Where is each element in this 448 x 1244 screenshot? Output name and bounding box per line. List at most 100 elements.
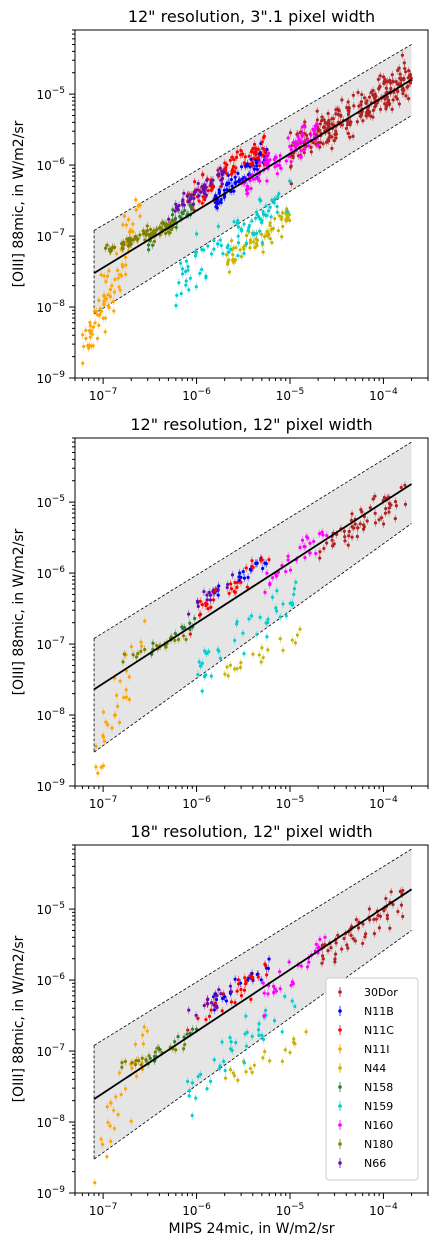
data-point [318,122,322,126]
data-point [262,1014,266,1018]
data-point [241,245,245,250]
data-point [287,960,291,964]
chart-panel-2: 10−7 10−6 10−5 10−4 10−9 10−8 10−7 10−6 10−5 12" … [11,415,429,811]
data-point [145,1029,149,1033]
data-point [254,216,258,220]
data-point [256,1028,261,1032]
data-point [250,1034,254,1038]
data-point [350,535,354,539]
data-point [406,97,411,101]
data-point [292,587,297,591]
envelope-band [94,442,412,753]
series-N66 [187,982,234,1020]
data-point [113,277,117,282]
series-N11C [188,555,271,639]
data-point [235,150,239,154]
data-point [215,1005,219,1010]
series-30Dor [320,886,405,968]
data-point [346,131,350,135]
data-point [266,992,270,996]
data-point [250,1070,254,1074]
data-point [362,96,367,100]
data-point [316,143,320,147]
data-point [239,148,243,153]
data-point [396,89,400,94]
data-point [271,984,276,989]
data-point [131,653,135,657]
data-point [258,160,262,164]
data-point [256,975,260,979]
data-point [126,244,130,248]
data-point [196,1074,200,1079]
data-point [160,221,164,225]
data-point [371,115,375,119]
data-point [103,246,108,250]
data-point [303,120,307,124]
data-point [290,999,294,1003]
legend-marker [338,1085,342,1089]
data-point [186,1028,190,1032]
data-point [347,108,351,112]
data-point [292,592,296,597]
data-point [187,288,191,292]
data-point [300,125,304,129]
data-point [238,571,242,575]
data-point [123,1059,127,1064]
data-point [248,567,252,571]
data-point [274,572,278,577]
data-point [251,177,256,181]
data-point [232,589,236,594]
data-point [288,568,293,572]
data-point [217,1067,221,1071]
data-point [265,973,269,977]
data-point [212,1008,217,1012]
data-point [180,625,184,629]
data-point [372,932,377,936]
data-point [108,288,112,292]
data-point [141,1033,145,1037]
data-point [264,963,268,968]
data-point [220,1040,224,1044]
x-tick-label: 10−5 [276,387,305,403]
data-point [347,529,351,534]
data-point [199,1072,203,1076]
data-point [242,251,246,256]
data-point [273,217,277,221]
data-point [324,140,329,144]
x-axis-label: MIPS 24mic, in W/m2/sr [168,1221,334,1237]
data-point [372,917,376,922]
data-point [116,276,120,280]
data-point [226,260,230,264]
data-point [351,134,355,138]
data-point [290,980,295,984]
data-point [293,641,297,645]
data-point [262,991,266,995]
data-point [254,231,259,236]
data-point [330,146,334,150]
data-point [134,208,138,212]
data-point [377,87,381,91]
data-point [193,616,197,621]
data-point [381,522,386,526]
data-point [274,606,278,610]
data-point [185,194,189,198]
data-point [278,987,282,991]
data-point [299,964,303,968]
data-point [245,1030,249,1034]
data-point [371,108,375,113]
data-point [228,158,232,162]
data-point [273,165,277,169]
data-point [293,145,298,149]
data-point [97,323,101,328]
data-point [229,990,234,994]
data-point [251,975,255,980]
data-point [200,603,204,607]
data-point [286,558,290,562]
series-N11I [94,616,147,778]
data-point [233,175,237,179]
data-point [318,556,322,560]
data-point [398,889,402,894]
data-point [144,1057,148,1062]
data-point [222,1059,226,1063]
data-point [270,241,274,245]
